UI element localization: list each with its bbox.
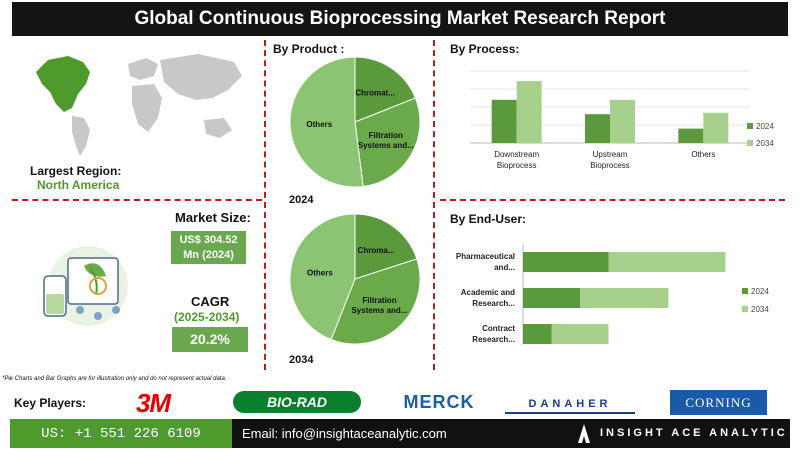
- pie2024-slice-1: [354, 56, 417, 123]
- pie2034-slice-0: [289, 213, 356, 341]
- logo-corning: CORNING: [670, 390, 767, 415]
- enduser-legend-label-1: 2034: [751, 305, 769, 314]
- logo-3m: 3M: [135, 387, 171, 418]
- enduser-bar-0-1: [608, 252, 726, 272]
- product-pie-2024-year: 2024: [289, 194, 314, 206]
- process-bar-0-1: [516, 81, 542, 143]
- logo-danaher: DANAHER: [505, 388, 635, 414]
- process-bar-2-1: [703, 112, 729, 143]
- enduser-category-label-2: Research...: [472, 335, 515, 344]
- cagr-label: CAGR: [191, 294, 230, 309]
- market-size-value-line1: US$ 304.52: [179, 234, 238, 246]
- process-legend-label-0: 2024: [756, 122, 774, 131]
- process-bar-2-0: [678, 128, 704, 143]
- pie2034-label-2: Filtration: [362, 296, 396, 305]
- email-contact[interactable]: Email: info@insightaceanalytic.com: [242, 426, 447, 441]
- pie2034-label-2: Systems and...: [351, 306, 407, 315]
- product-heading: By Product :: [273, 42, 345, 56]
- market-size-label: Market Size:: [175, 210, 251, 225]
- pie2024-label-2: Filtration: [369, 131, 403, 140]
- process-bar-1-0: [585, 114, 610, 143]
- footer-bar: Email: info@insightaceanalytic.com INSIG…: [232, 419, 790, 448]
- bioprocess-illustration-icon: [43, 246, 128, 326]
- divider-right-horizontal: [440, 199, 785, 201]
- disclaimer: *Pie Charts and Bar Graphs are for illus…: [2, 376, 227, 382]
- enduser-bar-2-0: [523, 324, 552, 344]
- enduser-bar-2-1: [551, 324, 609, 344]
- cagr-period: (2025-2034): [174, 310, 240, 324]
- process-category-label-1: Bioprocess: [590, 161, 630, 170]
- pie2024-slice-2: [354, 97, 421, 188]
- enduser-bar-1-0: [523, 288, 580, 308]
- product-pie-2034-year: 2034: [289, 354, 314, 366]
- world-map-icon: [36, 54, 242, 156]
- pie2034-label-0: Others: [307, 268, 333, 277]
- divider-right: [433, 40, 435, 370]
- process-category-label-2: Others: [691, 150, 715, 159]
- process-legend-swatch-0: [747, 123, 753, 129]
- enduser-category-label-2: Contract: [482, 324, 515, 333]
- process-bar-0-0: [491, 99, 517, 143]
- enduser-bar-chart: Pharmaceutical and... Academic and Research…: [456, 244, 769, 345]
- largest-region-label: Largest Region:: [30, 164, 122, 178]
- process-legend-label-1: 2034: [756, 139, 774, 148]
- brand-name: INSIGHT ACE ANALYTIC: [600, 427, 788, 439]
- pie2024-label-1: Chromat...: [355, 88, 395, 97]
- phone-contact[interactable]: US: +1 551 226 6109: [10, 419, 232, 448]
- process-bar-chart: Downstream Bioprocess Upstream Bioprocess Ot…: [470, 70, 774, 170]
- pie2024-label-2: Systems and...: [358, 141, 414, 150]
- divider-left: [264, 40, 266, 370]
- enduser-category-label-0: Pharmaceutical: [456, 252, 515, 261]
- enduser-heading: By End-User:: [450, 212, 527, 226]
- enduser-category-label-1: Research...: [472, 299, 515, 308]
- brand-logo-icon: [578, 424, 590, 443]
- pie2034-slice-1: [354, 213, 418, 280]
- enduser-bar-1-1: [580, 288, 669, 308]
- process-heading: By Process:: [450, 42, 520, 56]
- pie2024-label-0: Others: [306, 120, 332, 129]
- cagr-value: 20.2%: [172, 327, 248, 352]
- logo-merck: MERCK: [403, 391, 475, 412]
- key-players-label: Key Players:: [14, 396, 87, 410]
- pie2024-slice-0: [289, 56, 364, 188]
- largest-region-value: North America: [37, 178, 120, 192]
- process-category-label-0: Downstream: [494, 150, 539, 159]
- divider-left-horizontal: [12, 199, 262, 201]
- pie2034-label-1: Chroma...: [358, 246, 395, 255]
- pie2034-slice-2: [330, 258, 421, 345]
- market-size-value-line2: Mn (2024): [183, 249, 234, 261]
- enduser-bar-0-0: [523, 252, 609, 272]
- enduser-category-label-1: Academic and: [461, 288, 515, 297]
- enduser-legend-label-0: 2024: [751, 287, 769, 296]
- report-title: Global Continuous Bioprocessing Market R…: [12, 2, 788, 36]
- enduser-legend-swatch-0: [742, 288, 748, 294]
- process-category-label-1: Upstream: [593, 150, 628, 159]
- process-bar-1-1: [610, 99, 635, 143]
- enduser-category-label-0: and...: [494, 263, 515, 272]
- market-size-value-box: US$ 304.52 Mn (2024): [171, 231, 246, 264]
- enduser-legend-swatch-1: [742, 306, 748, 312]
- process-legend-swatch-1: [747, 140, 753, 146]
- logo-biorad: BIO-RAD: [233, 391, 361, 413]
- process-category-label-0: Bioprocess: [497, 161, 537, 170]
